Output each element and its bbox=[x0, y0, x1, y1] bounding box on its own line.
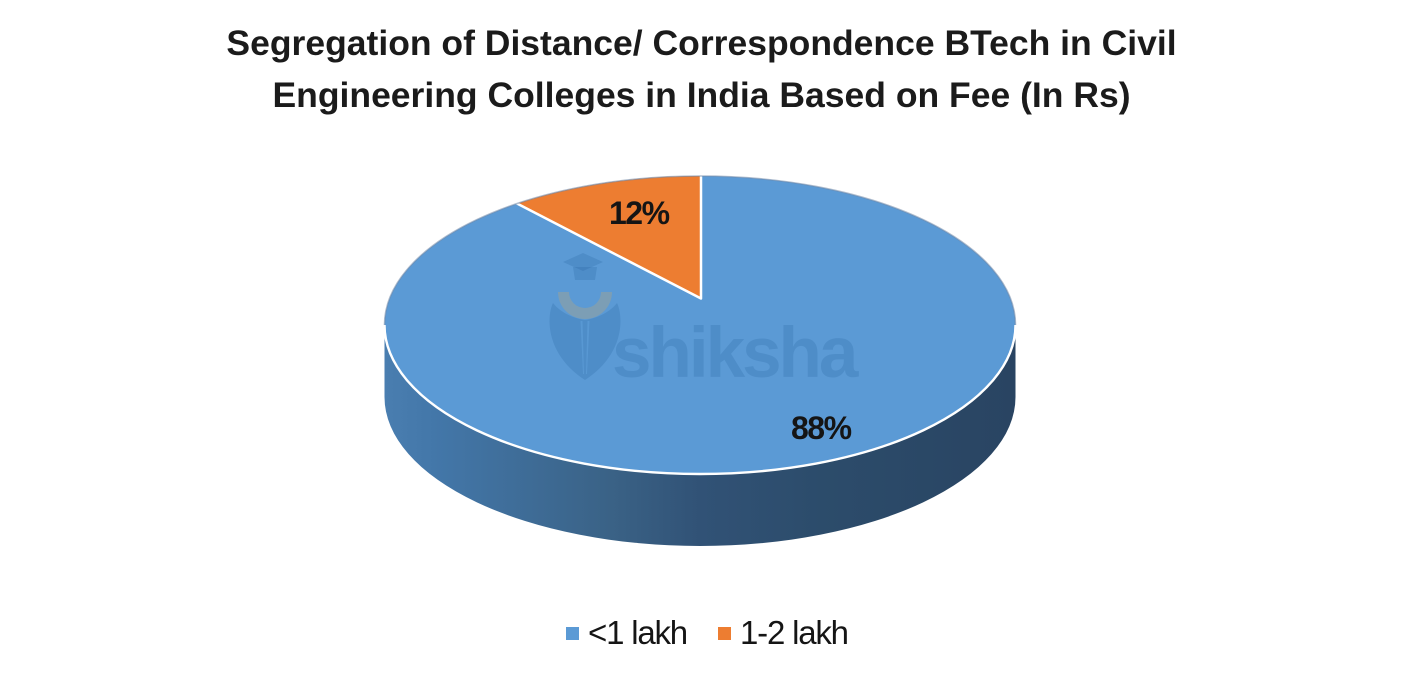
svg-text:shiksha: shiksha bbox=[612, 314, 859, 393]
